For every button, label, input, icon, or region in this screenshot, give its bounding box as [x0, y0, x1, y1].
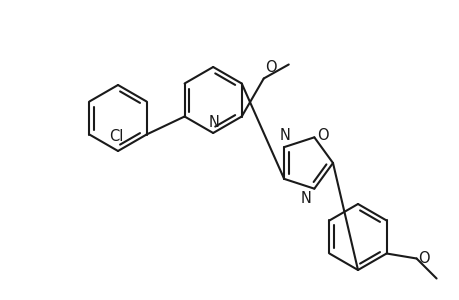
Text: Cl: Cl: [109, 129, 123, 144]
Text: O: O: [418, 251, 429, 266]
Text: O: O: [317, 128, 328, 143]
Text: N: N: [279, 128, 290, 143]
Text: O: O: [264, 59, 276, 74]
Text: N: N: [300, 191, 311, 206]
Text: N: N: [208, 115, 219, 130]
